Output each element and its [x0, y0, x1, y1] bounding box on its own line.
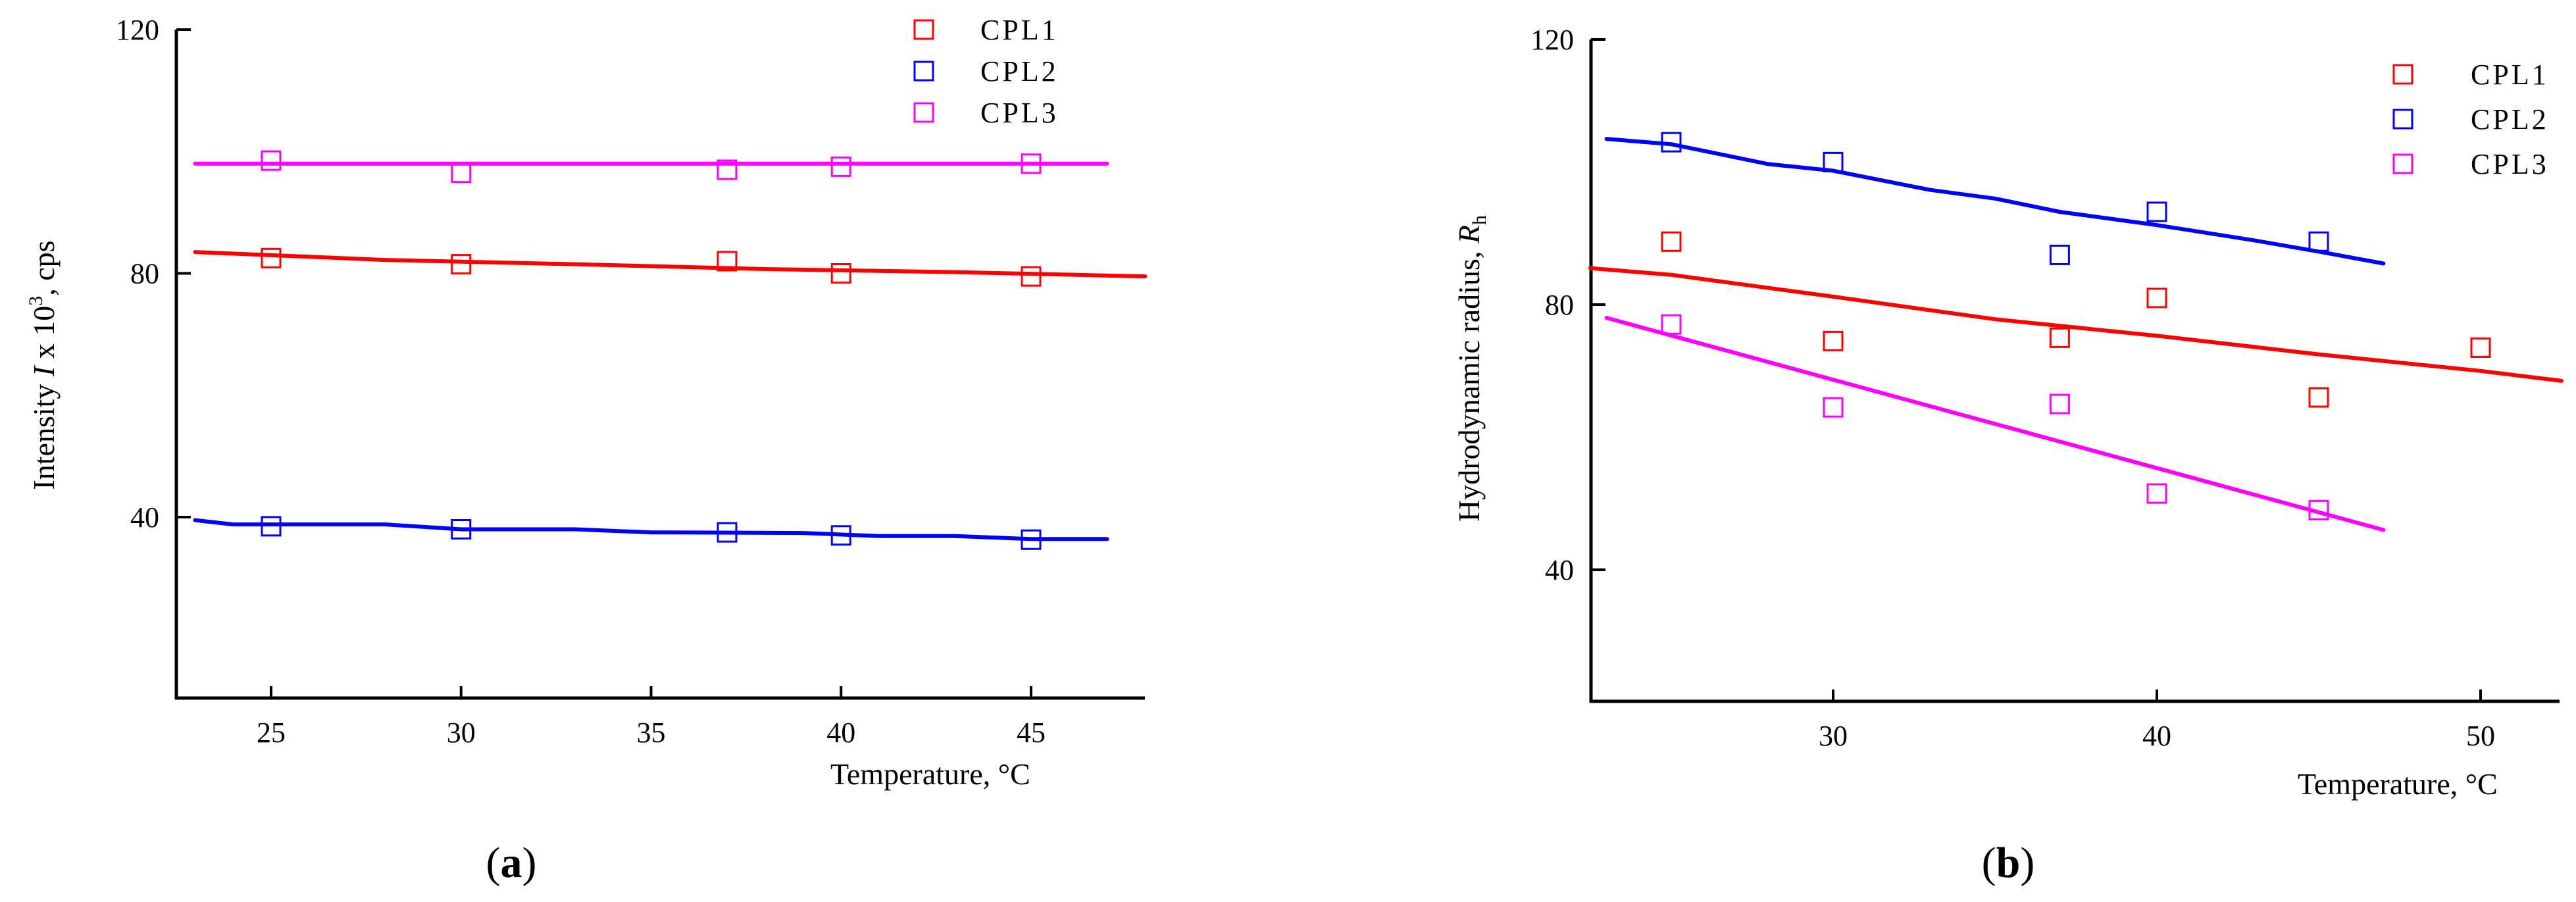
chart-a-y-axis-label: Intensity I x 103, cps [25, 240, 61, 489]
chart-b: 30 40 50 40 80 120 Temperature, °C Hydrodyna… [1452, 24, 2563, 887]
chart-a-cpl1-point [717, 251, 738, 272]
chart-b-cpl3-point [2146, 483, 2167, 504]
chart-a-x-tick-label: 35 [637, 716, 666, 749]
chart-b-cpl3-fit-line [1604, 316, 2386, 532]
chart-b-y-tick-label: 80 [1545, 289, 1574, 321]
chart-b-x-tick-label: 30 [1819, 720, 1848, 752]
chart-b-cpl1-fit-line [1588, 266, 2563, 383]
chart-b-cpl1-point [2049, 327, 2070, 348]
chart-a-cpl2-point [717, 522, 738, 543]
chart-a-cpl3-point [717, 159, 738, 180]
chart-b-legend-cpl3-label: CPL3 [2471, 148, 2549, 180]
chart-b-cpl2-point [2049, 244, 2070, 265]
chart-a-cpl2-point [261, 516, 282, 537]
chart-b-x-tick-label: 50 [2466, 720, 2495, 752]
chart-a-x-ticks: 25 30 35 40 45 [257, 686, 1046, 749]
chart-a-cpl3-point [451, 163, 472, 184]
chart-b-y-tick-label: 120 [1530, 24, 1574, 56]
chart-b-legend-cpl2-marker [2392, 109, 2413, 130]
chart-a-cpl1-point [1021, 266, 1042, 287]
chart-a-legend-cpl1-marker [913, 19, 934, 40]
chart-a-cpl2-point [451, 519, 472, 540]
chart-b-cpl2-point [2308, 231, 2329, 252]
chart-b-cpl2-point [1661, 132, 1682, 153]
chart-a-y-tick-label: 120 [116, 14, 159, 46]
chart-b-panel-label: (b) [1982, 839, 2035, 887]
chart-b-cpl2-point [2146, 201, 2167, 222]
chart-a-panel-label: (a) [486, 839, 537, 887]
chart-b-cpl3-point [2308, 499, 2329, 520]
chart-a-cpl1-point [451, 254, 472, 275]
chart-a-x-tick-label: 25 [257, 716, 286, 749]
chart-a-legend-cpl3-marker [913, 102, 934, 123]
chart-a-x-tick-label: 30 [447, 716, 476, 749]
chart-b-legend: CPL1 CPL2 CPL3 [2392, 59, 2549, 180]
chart-b-cpl3-point [1823, 397, 1844, 418]
chart-a-x-axis-label: Temperature, °C [830, 757, 1030, 791]
chart-b-cpl1-point [2146, 288, 2167, 309]
chart-a-cpl1-point [261, 247, 282, 268]
chart-a-cpl3-point [1021, 153, 1042, 174]
chart-a-cpl3-point [261, 150, 282, 171]
chart-b-legend-cpl2-label: CPL2 [2471, 103, 2549, 136]
chart-a: 25 30 35 40 45 40 80 120 Temperature, °C Inten… [25, 14, 1148, 887]
chart-b-cpl3-point [1661, 314, 1682, 335]
chart-b-cpl1-point [2308, 387, 2329, 408]
chart-a-y-tick-label: 40 [130, 501, 159, 534]
chart-b-cpl1-point [1661, 231, 1682, 252]
chart-a-legend-cpl1-label: CPL1 [980, 14, 1059, 46]
chart-a-y-tick-label: 80 [130, 258, 159, 290]
chart-a-series [193, 150, 1148, 550]
chart-b-legend-cpl3-marker [2392, 153, 2413, 174]
chart-b-cpl1-point [2470, 337, 2491, 358]
chart-a-cpl1-fit-line [193, 250, 1148, 279]
chart-b-cpl3-point [2049, 393, 2070, 414]
chart-b-series [1588, 132, 2563, 532]
chart-a-cpl2-fit-line [193, 518, 1109, 541]
chart-b-cpl2-point [1823, 151, 1844, 172]
chart-b-legend-cpl1-label: CPL1 [2471, 59, 2549, 91]
chart-a-y-ticks: 40 80 120 [116, 14, 191, 534]
chart-a-legend-cpl3-label: CPL3 [980, 97, 1059, 129]
chart-a-cpl2-point [1021, 529, 1042, 550]
chart-b-cpl1-point [1823, 330, 1844, 351]
chart-b-cpl2-fit-line [1604, 137, 2386, 266]
chart-a-cpl2-point [830, 525, 851, 546]
chart-b-x-tick-label: 40 [2142, 720, 2171, 752]
chart-b-y-axis-label: Hydrodynamic radius, Rh [1452, 215, 1490, 522]
chart-b-y-ticks: 40 80 120 [1530, 24, 1605, 586]
chart-a-cpl1-point [830, 263, 851, 284]
chart-b-x-ticks: 30 40 50 [1819, 689, 2495, 752]
chart-a-x-tick-label: 40 [826, 716, 855, 749]
chart-a-legend-cpl2-marker [913, 61, 934, 82]
chart-a-legend-cpl2-label: CPL2 [980, 55, 1059, 88]
chart-a-legend: CPL1 CPL2 CPL3 [913, 14, 1059, 129]
chart-a-cpl3-point [830, 156, 851, 177]
chart-b-y-tick-label: 40 [1545, 554, 1574, 586]
chart-a-x-tick-label: 45 [1017, 716, 1046, 749]
chart-b-legend-cpl1-marker [2392, 64, 2413, 85]
chart-b-x-axis-label: Temperature, °C [2298, 767, 2498, 801]
